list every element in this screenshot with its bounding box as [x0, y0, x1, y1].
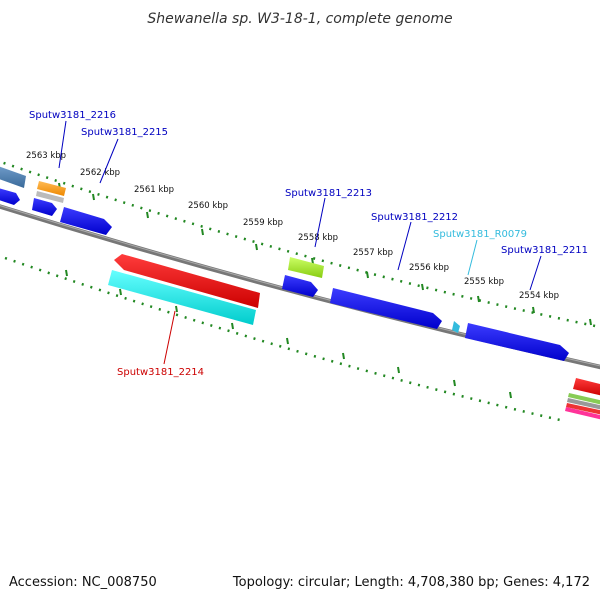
label-leader-lines	[58, 120, 542, 365]
tick-label: 2555 kbp	[464, 277, 504, 287]
gene-feature	[565, 407, 600, 420]
gene-feature-shadow	[36, 191, 64, 203]
gene-feature[interactable]	[0, 188, 20, 205]
gene-feature[interactable]	[573, 378, 600, 396]
outer-tick-marks	[58, 182, 592, 326]
tick-label: 2559 kbp	[243, 218, 283, 228]
topology-text: Topology: circular; Length: 4,708,380 bp…	[232, 575, 590, 590]
tick-label: 2561 kbp	[134, 185, 174, 195]
tick-label: 2563 kbp	[26, 151, 66, 161]
gene-feature[interactable]	[60, 207, 112, 235]
gene-feature[interactable]	[330, 288, 442, 329]
tick-label: 2557 kbp	[353, 248, 393, 258]
gene-feature[interactable]	[32, 198, 57, 216]
gene-feature[interactable]	[465, 323, 569, 361]
accession-text: Accession: NC_008750	[9, 575, 157, 590]
forward-strand-features	[0, 166, 569, 361]
tick-label: 2558 kbp	[298, 233, 338, 243]
gene-label[interactable]: Sputw3181_2213	[285, 188, 372, 199]
gene-feature[interactable]	[282, 275, 318, 297]
outer-ruler-ring	[0, 160, 600, 329]
gc-skew-bar	[108, 270, 256, 325]
gene-feature[interactable]	[114, 254, 260, 308]
tick-label: 2556 kbp	[409, 263, 449, 273]
gene-label[interactable]: Sputw3181_R0079	[433, 229, 527, 240]
tick-label: 2562 kbp	[80, 168, 120, 178]
reverse-strand-features	[108, 254, 600, 420]
gc-content-bar	[288, 257, 324, 278]
gene-feature[interactable]	[37, 181, 66, 196]
gene-label[interactable]: Sputw3181_2215	[81, 127, 168, 138]
gene-label[interactable]: Sputw3181_2211	[501, 245, 588, 256]
gene-feature	[566, 403, 600, 415]
gene-feature	[567, 398, 600, 410]
gene-label[interactable]: Sputw3181_2216	[29, 110, 116, 121]
gene-label[interactable]: Sputw3181_2214	[117, 367, 204, 378]
tick-label: 2554 kbp	[519, 291, 559, 301]
map-title: Shewanella sp. W3-18-1, complete genome	[147, 11, 452, 27]
gene-feature	[568, 393, 600, 405]
rna-feature[interactable]	[452, 321, 460, 333]
inner-tick-marks	[65, 269, 512, 399]
gene-label[interactable]: Sputw3181_2212	[371, 212, 458, 223]
gene-feature[interactable]	[0, 166, 26, 188]
tick-label: 2560 kbp	[188, 201, 228, 211]
